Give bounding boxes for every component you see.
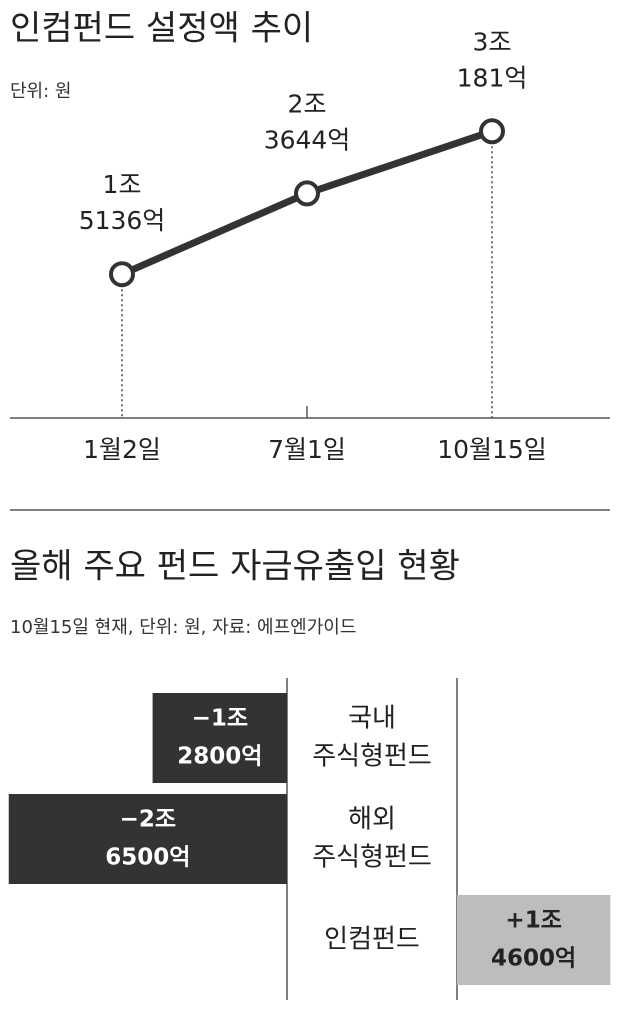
bar [152, 693, 287, 783]
point [109, 261, 135, 288]
value-label: 3644억 [264, 125, 351, 154]
value-label: 2800억 [177, 744, 262, 770]
bar [457, 895, 611, 985]
category-label: 주식형펀드 [312, 843, 432, 873]
value-label: −1조 [192, 706, 248, 732]
value-label: 3조 [473, 27, 512, 56]
chart-subtitle: 10월15일 현재, 단위: 원, 자료: 에프엔가이드 [10, 617, 356, 638]
chart-title: 인컴펀드 설정액 추이 [10, 9, 313, 49]
category-label: 주식형펀드 [312, 742, 432, 772]
category-label: 국내 [348, 704, 396, 734]
value-label: 1조 [103, 170, 142, 199]
value-label: 181억 [457, 63, 528, 92]
x-tick-label: 1월2일 [83, 435, 161, 464]
value-label: +1조 [505, 908, 561, 934]
chart-subtitle: 단위: 원 [10, 81, 71, 102]
x-tick-label: 7월1일 [268, 435, 346, 464]
value-label: 4600억 [491, 946, 576, 972]
x-tick-label: 10월15일 [437, 435, 547, 464]
bar [8, 794, 287, 884]
chart-title: 올해 주요 펀드 자금유출입 현황 [10, 547, 460, 587]
value-label: 5136억 [79, 206, 166, 235]
value-label: 2조 [288, 89, 327, 118]
value-label: −2조 [120, 807, 176, 833]
point [479, 118, 505, 145]
point [294, 180, 320, 207]
category-label: 해외 [348, 805, 396, 835]
category-label: 인컴펀드 [324, 925, 420, 955]
value-label: 6500억 [105, 845, 190, 871]
